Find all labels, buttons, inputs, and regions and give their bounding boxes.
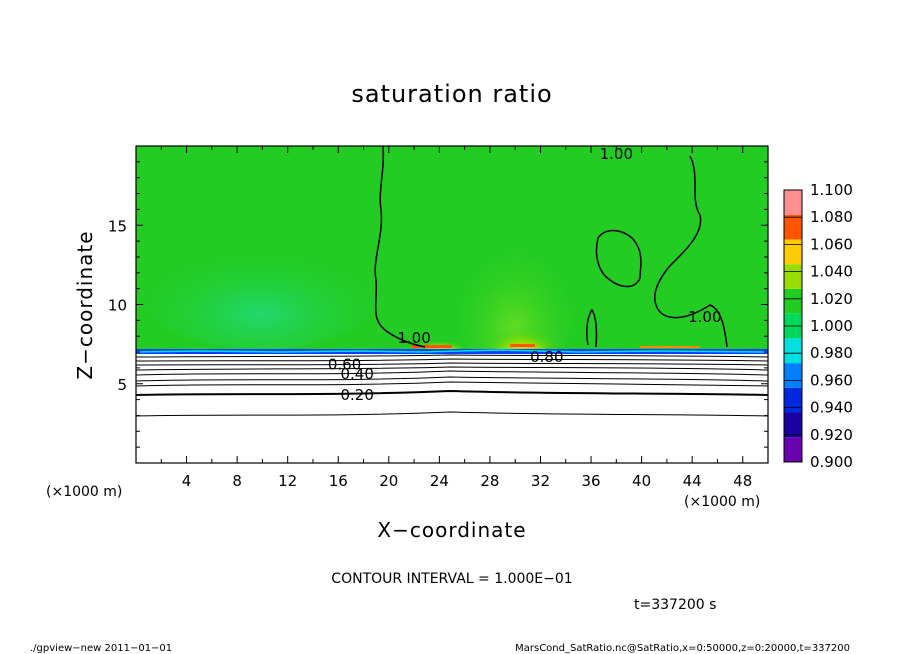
x-axis-ticks: 4 8 12 16 20 24 28 32 36 40 44 48 xyxy=(160,146,752,490)
y-tick-label: 10 xyxy=(108,297,127,315)
field-boundary-red-3 xyxy=(640,346,700,348)
colorbar-segment xyxy=(784,239,802,265)
x-tick-label: 28 xyxy=(480,472,499,490)
plot-area xyxy=(136,146,768,463)
colorbar-label: 0.960 xyxy=(810,371,853,389)
colorbar-label: 1.000 xyxy=(810,317,853,335)
x-axis-label: X−coordinate xyxy=(377,518,526,542)
field-cool-patch xyxy=(140,230,380,350)
x-tick-label: 48 xyxy=(733,472,752,490)
colorbar-segment xyxy=(784,214,802,240)
contour-label: 1.00 xyxy=(397,329,430,347)
contour-lines-upper xyxy=(374,146,728,348)
colorbar-segment xyxy=(784,264,802,289)
colorbar: 0.900 0.920 0.940 0.960 0.980 1.000 1.020 1.040… xyxy=(783,181,853,471)
x-tick-label: 12 xyxy=(278,472,297,490)
field-boundary-red-1 xyxy=(412,345,452,348)
colorbar-label: 0.900 xyxy=(810,453,853,471)
x-tick-label: 40 xyxy=(632,472,651,490)
colorbar-label: 1.040 xyxy=(810,263,853,281)
colorbar-segment xyxy=(784,437,802,462)
x-tick-label: 24 xyxy=(430,472,449,490)
contour-label: 0.80 xyxy=(530,348,563,366)
field-boundary-red-2 xyxy=(510,344,535,347)
colorbar-segment xyxy=(784,288,802,314)
contour-label: 0.20 xyxy=(340,386,373,404)
field-lower xyxy=(136,354,768,463)
y-axis-label: Z−coordinate xyxy=(73,230,97,379)
time-label: t=337200 s xyxy=(634,597,716,613)
chart-title: saturation ratio xyxy=(351,80,552,108)
contour-interval: CONTOUR INTERVAL = 1.000E−01 xyxy=(331,571,572,587)
y-axis-ticks: 5 10 15 xyxy=(108,161,768,448)
colorbar-segment xyxy=(784,190,802,215)
colorbar-segment xyxy=(784,338,802,364)
footer-left: ./gpview−new 2011−01−01 xyxy=(30,643,172,654)
field-cyan-edge xyxy=(136,349,768,353)
colorbar-segment xyxy=(784,412,802,438)
x-tick-label: 32 xyxy=(531,472,550,490)
x-tick-label: 36 xyxy=(581,472,600,490)
x-unit-left: (×1000 m) xyxy=(46,484,122,500)
contour-lines-lower xyxy=(136,354,768,417)
contour-label: 1.00 xyxy=(600,145,633,163)
y-tick-label: 5 xyxy=(117,376,127,394)
contour-label: 1.00 xyxy=(688,308,721,326)
colorbar-label: 0.940 xyxy=(810,399,853,417)
colorbar-segment xyxy=(784,363,802,388)
x-tick-label: 16 xyxy=(329,472,348,490)
contour-label: 0.40 xyxy=(340,365,373,383)
colorbar-label: 1.060 xyxy=(810,235,853,253)
footer-right: MarsCond_SatRatio.nc@SatRatio,x=0:50000,… xyxy=(515,643,850,654)
colorbar-label: 1.020 xyxy=(810,290,853,308)
x-tick-label: 8 xyxy=(232,472,242,490)
colorbar-label: 1.080 xyxy=(810,208,853,226)
colorbar-label: 0.920 xyxy=(810,426,853,444)
x-unit-right: (×1000 m) xyxy=(684,494,760,510)
x-tick-label: 20 xyxy=(379,472,398,490)
y-tick-label: 15 xyxy=(108,217,127,235)
colorbar-segment xyxy=(784,387,802,413)
contour-labels: 1.00 0.80 0.600.40 0.20 1.00 1.00 xyxy=(328,145,722,404)
colorbar-label: 0.980 xyxy=(810,344,853,362)
x-tick-label: 44 xyxy=(683,472,702,490)
colorbar-label: 1.100 xyxy=(810,181,853,199)
contour-label: 0.60 xyxy=(328,356,361,374)
x-tick-label: 4 xyxy=(182,472,192,490)
